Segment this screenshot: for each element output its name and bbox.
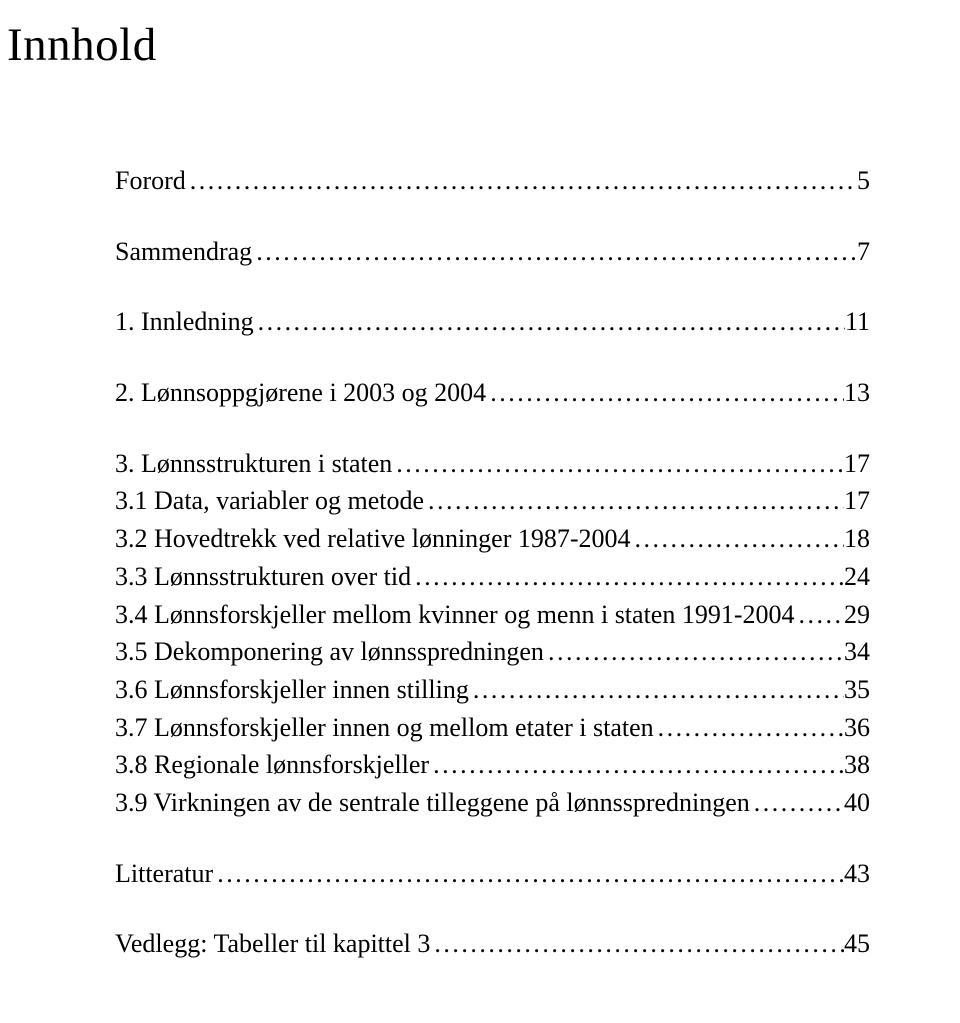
toc-entry: 3.3 Lønnsstrukturen over tid 24 <box>115 558 870 596</box>
page-title: Innhold <box>7 18 870 72</box>
toc-entry-page: 43 <box>844 855 870 893</box>
toc-entry: Vedlegg: Tabeller til kapittel 3 45 <box>115 925 870 963</box>
toc-entry: 3.7 Lønnsforskjeller innen og mellom eta… <box>115 709 870 747</box>
toc-entry-page: 34 <box>844 633 870 671</box>
toc-entry-leader <box>429 746 844 784</box>
toc-entry: 3.1 Data, variabler og metode 17 <box>115 482 870 520</box>
toc-entry-leader <box>252 233 857 271</box>
toc-entry-page: 35 <box>844 671 870 709</box>
toc-entry-label: 3.4 Lønnsforskjeller mellom kvinner og m… <box>115 596 795 634</box>
toc-entry-leader <box>469 671 844 709</box>
toc-entry: 3.4 Lønnsforskjeller mellom kvinner og m… <box>115 596 870 634</box>
toc-entry-page: 36 <box>844 709 870 747</box>
toc-entry-page: 13 <box>844 374 870 412</box>
toc-entry-label: 3.7 Lønnsforskjeller innen og mellom eta… <box>115 709 654 747</box>
toc-entry-label: 3.3 Lønnsstrukturen over tid <box>115 558 411 596</box>
toc-entry-leader <box>795 596 845 634</box>
toc-entry-leader <box>750 784 844 822</box>
toc-entry-label: Forord <box>115 162 186 200</box>
toc-entry: Forord 5 <box>115 162 870 200</box>
toc-entry-page: 17 <box>844 482 870 520</box>
toc-entry-leader <box>486 374 844 412</box>
toc-entry-label: Sammendrag <box>115 233 252 271</box>
toc-entry: 3.2 Hovedtrekk ved relative lønninger 19… <box>115 520 870 558</box>
toc-entry-page: 45 <box>844 925 870 963</box>
toc-entry-leader <box>411 558 844 596</box>
toc-entry: 2. Lønnsoppgjørene i 2003 og 2004 13 <box>115 374 870 412</box>
toc-entry-leader <box>631 520 844 558</box>
toc-entry-leader <box>254 303 845 341</box>
toc-entry: Litteratur 43 <box>115 855 870 893</box>
toc-entry-leader <box>213 855 844 893</box>
toc-entry-leader <box>654 709 844 747</box>
toc-entry-leader <box>430 925 844 963</box>
toc-entry-page: 18 <box>844 520 870 558</box>
toc-entry-page: 29 <box>844 596 870 634</box>
toc-entry: 1. Innledning 11 <box>115 303 870 341</box>
toc-entry-label: 3.8 Regionale lønnsforskjeller <box>115 746 429 784</box>
toc-entry: 3.6 Lønnsforskjeller innen stilling 35 <box>115 671 870 709</box>
toc-entry: 3.8 Regionale lønnsforskjeller 38 <box>115 746 870 784</box>
toc-entry-leader <box>186 162 857 200</box>
toc-entry-page: 11 <box>845 303 870 341</box>
toc-entry-label: 3.5 Dekomponering av lønnsspredningen <box>115 633 544 671</box>
toc-entry-page: 24 <box>844 558 870 596</box>
toc-entry-label: 3.2 Hovedtrekk ved relative lønninger 19… <box>115 520 631 558</box>
toc-entry-page: 38 <box>844 746 870 784</box>
toc-entry-page: 40 <box>844 784 870 822</box>
toc-entry: 3.5 Dekomponering av lønnsspredningen 34 <box>115 633 870 671</box>
toc-entry: 3.9 Virkningen av de sentrale tilleggene… <box>115 784 870 822</box>
toc-entry-label: 3.9 Virkningen av de sentrale tilleggene… <box>115 784 750 822</box>
table-of-contents: Forord 5 Sammendrag 7 1. Innledning 11 2. Lønn… <box>115 162 870 963</box>
toc-entry-label: 3.6 Lønnsforskjeller innen stilling <box>115 671 469 709</box>
toc-entry: 3. Lønnsstrukturen i staten 17 <box>115 445 870 483</box>
toc-entry-page: 5 <box>857 162 870 200</box>
toc-entry-label: 2. Lønnsoppgjørene i 2003 og 2004 <box>115 374 486 412</box>
toc-entry-page: 7 <box>857 233 870 271</box>
toc-entry-leader <box>392 445 844 483</box>
toc-entry-label: 3.1 Data, variabler og metode <box>115 482 424 520</box>
toc-entry-label: 3. Lønnsstrukturen i staten <box>115 445 392 483</box>
toc-entry: Sammendrag 7 <box>115 233 870 271</box>
toc-entry-label: Litteratur <box>115 855 213 893</box>
toc-entry-label: Vedlegg: Tabeller til kapittel 3 <box>115 925 430 963</box>
toc-entry-label: 1. Innledning <box>115 303 254 341</box>
toc-entry-leader <box>424 482 844 520</box>
toc-entry-page: 17 <box>844 445 870 483</box>
toc-entry-leader <box>544 633 844 671</box>
